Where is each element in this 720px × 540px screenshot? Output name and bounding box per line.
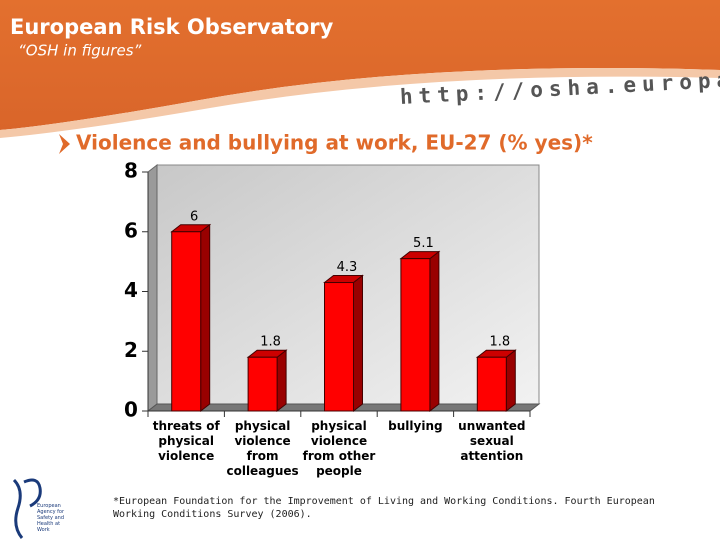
logo-mark [12, 478, 42, 539]
y-tick-label: 4 [124, 278, 138, 302]
logo-text: European Agency for Safety and Health at… [37, 503, 65, 533]
value-label: 5.1 [413, 236, 434, 251]
y-tick-label: 0 [124, 398, 138, 422]
bar [476, 356, 507, 412]
header-subtitle: “OSH in figures” [18, 42, 142, 60]
bar-side [276, 349, 287, 413]
chart-title: Violence and bullying at work, EU-27 (% … [76, 131, 593, 155]
x-tick-label: unwanted sexual attention [458, 419, 525, 463]
bar-side [505, 349, 516, 413]
y-tick-label: 2 [124, 338, 138, 362]
header-title: European Risk Observatory [10, 15, 334, 39]
bar [400, 258, 431, 412]
value-label: 1.8 [260, 335, 281, 350]
x-tick-label: physical violence from colleagues [226, 419, 298, 478]
footnote: *European Foundation for the Improvement… [113, 496, 655, 520]
value-label: 4.3 [337, 260, 358, 275]
bar-side [353, 274, 363, 413]
header-edge [0, 68, 720, 138]
bar [324, 282, 354, 412]
x-tick-label: threats of physical violence [153, 419, 221, 463]
value-label: 1.8 [489, 335, 510, 350]
y-tick-label: 6 [124, 218, 138, 242]
bar-side [200, 223, 211, 413]
bar [247, 356, 278, 412]
bar [171, 231, 202, 412]
bullet-arrow [59, 134, 70, 154]
x-tick-label: bullying [388, 419, 442, 433]
bar-side [429, 250, 440, 413]
x-tick-label: physical violence from other people [303, 419, 376, 478]
side-wall [147, 163, 158, 413]
header-band [0, 0, 720, 130]
value-label: 6 [190, 209, 198, 224]
y-tick-label: 8 [124, 159, 138, 183]
